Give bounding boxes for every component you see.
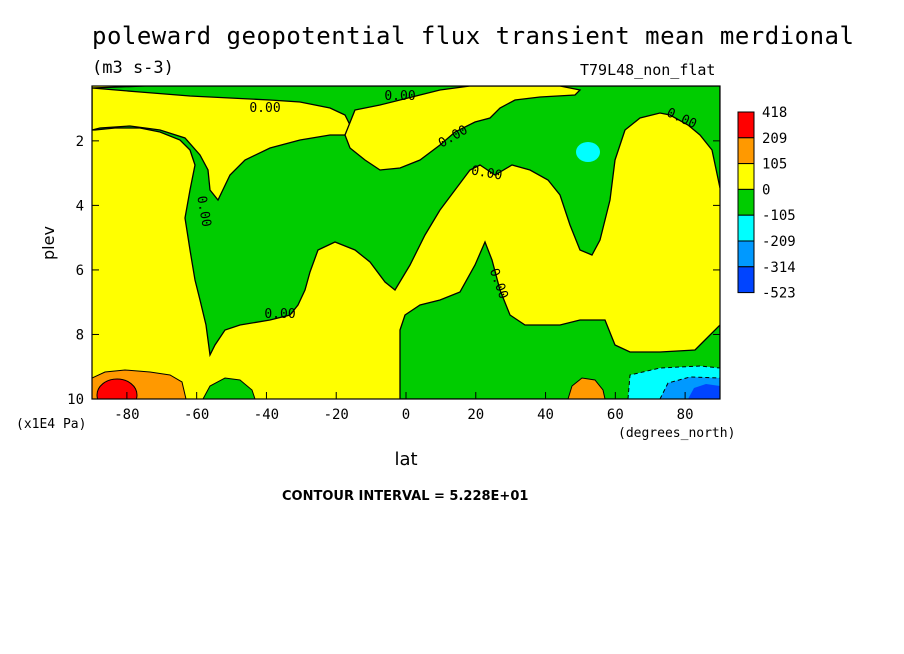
x-axis: -80 -60 -40 -20 0 20 40 60 80 — [114, 392, 694, 423]
y-tick-label: 8 — [76, 327, 84, 343]
contour-label: 0.00 — [264, 307, 295, 322]
x-axis-label: lat — [394, 449, 417, 470]
colorbar-swatch — [737, 111, 755, 139]
x-tick-label: 80 — [677, 407, 694, 423]
y-tick-label: 6 — [76, 263, 84, 279]
y-axis-label: plev — [39, 226, 58, 260]
contour-label: 0.00 — [249, 101, 280, 116]
x-axis-units: (degrees_north) — [618, 426, 735, 441]
contour-interval-label: CONTOUR INTERVAL = 5.228E+01 — [282, 489, 529, 504]
contour-fields: 0.000.000.000.000.000.000.000.00 — [92, 86, 720, 399]
y-axis-units: (x1E4 Pa) — [16, 417, 86, 432]
x-tick-label: -20 — [324, 407, 349, 423]
colorbar-swatch — [737, 214, 755, 242]
colorbar: 418 209 105 0 -105 -209 -314 -523 — [737, 105, 796, 302]
colorbar-label: -209 — [762, 234, 796, 250]
colorbar-swatch — [737, 137, 755, 165]
negative-region-lower — [399, 240, 720, 399]
x-tick-label: 0 — [402, 407, 410, 423]
x-tick-label: 20 — [467, 407, 484, 423]
y-tick-label: 4 — [76, 198, 84, 214]
colorbar-label: -314 — [762, 260, 796, 276]
positive-cell-mid — [567, 377, 606, 399]
x-tick-label: 60 — [607, 407, 624, 423]
negative-cell-darkblue — [688, 384, 720, 399]
chart-title: poleward geopotential flux transient mea… — [92, 22, 855, 50]
colorbar-label: -105 — [762, 208, 796, 224]
run-label: T79L48_non_flat — [580, 61, 716, 79]
x-tick-label: -80 — [114, 407, 139, 423]
colorbar-swatch — [737, 266, 755, 294]
y-tick-label: 10 — [67, 392, 84, 408]
negative-cell-left — [202, 377, 256, 399]
y-tick-label: 2 — [76, 134, 84, 150]
x-tick-label: -40 — [254, 407, 279, 423]
colorbar-label: 418 — [762, 105, 787, 121]
y-axis: 2 4 6 8 10 — [67, 134, 720, 408]
x-tick-label: 40 — [537, 407, 554, 423]
positive-region-upper-right — [344, 86, 582, 171]
colorbar-swatch — [737, 240, 755, 268]
colorbar-label: -523 — [762, 286, 796, 302]
colorbar-label: 0 — [762, 182, 770, 198]
colorbar-swatch — [737, 188, 755, 216]
colorbar-label: 209 — [762, 131, 787, 147]
colorbar-label: 105 — [762, 157, 787, 173]
units-label: (m3 s-3) — [92, 58, 174, 78]
x-tick-label: -60 — [184, 407, 209, 423]
contour-label: 0.00 — [193, 195, 213, 228]
colorbar-swatch — [737, 163, 755, 190]
positive-region-upper — [92, 87, 351, 202]
negative-blob-cyan — [576, 142, 600, 162]
contour-label: 0.00 — [470, 163, 503, 183]
contour-label: 0.00 — [384, 89, 415, 104]
